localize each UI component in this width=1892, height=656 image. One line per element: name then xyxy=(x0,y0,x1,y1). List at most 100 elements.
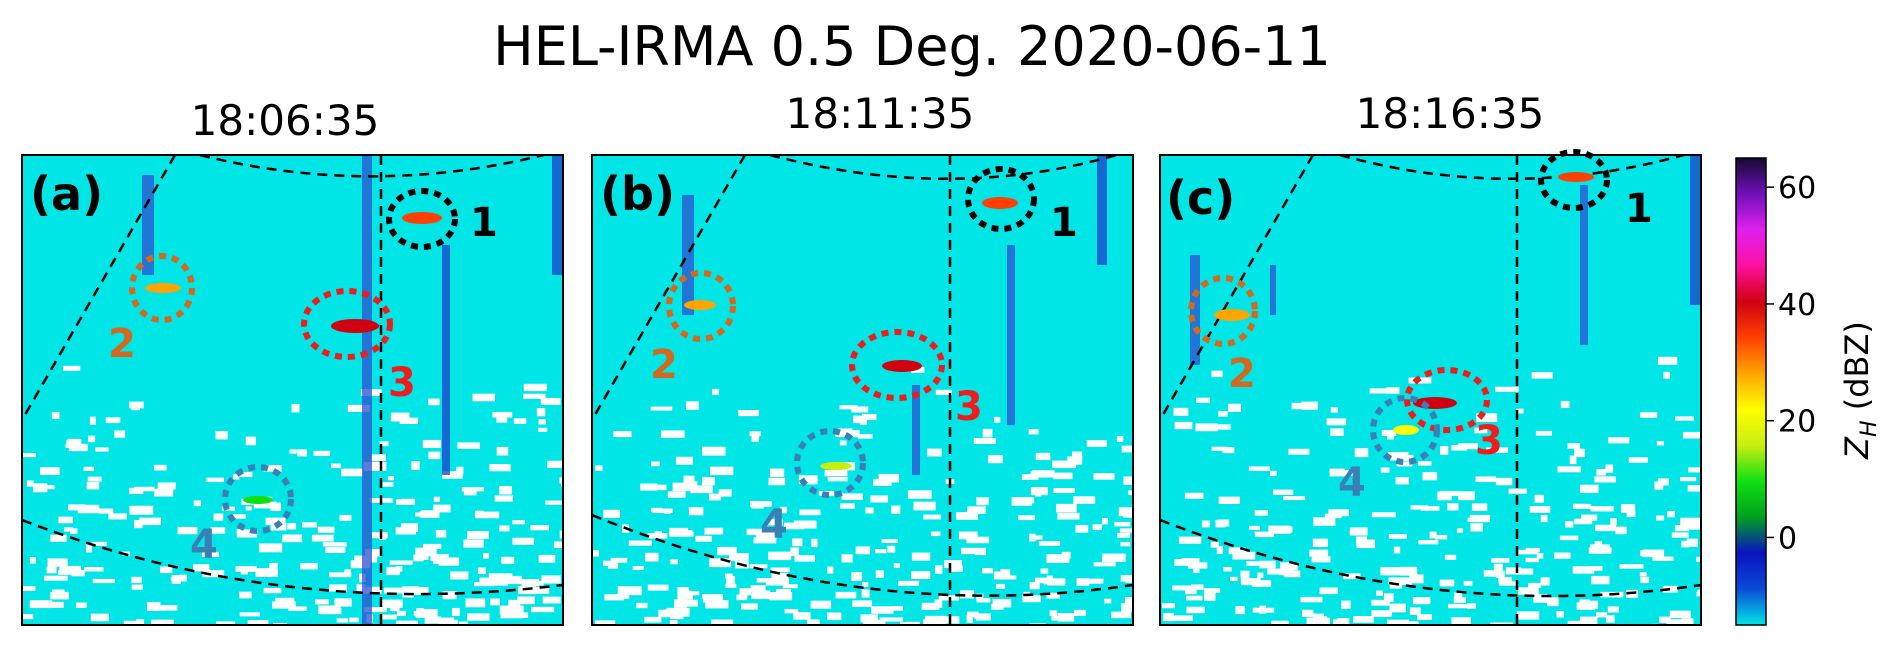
clutter-cell xyxy=(710,466,734,476)
panel-a-range-ring-inner xyxy=(22,518,563,596)
clutter-cell xyxy=(861,589,870,598)
clutter-cell xyxy=(288,606,307,611)
panel-b-marker-1-circle xyxy=(965,166,1037,232)
panel-b-marker-4-label: 4 xyxy=(760,502,788,548)
clutter-cell xyxy=(330,463,341,469)
clutter-cell xyxy=(1053,488,1075,494)
clutter-cell xyxy=(467,613,490,621)
clutter-cell xyxy=(108,513,127,520)
clutter-cell xyxy=(1124,597,1133,605)
clutter-cell xyxy=(1195,423,1218,432)
colorbar-ticks: 60 40 20 0 xyxy=(1766,171,1816,556)
clutter-cell xyxy=(415,547,433,556)
clutter-cell xyxy=(1185,589,1197,595)
clutter-cell xyxy=(702,594,723,599)
clutter-cell xyxy=(402,586,419,591)
clutter-cell xyxy=(1418,540,1439,545)
clutter-cell xyxy=(1409,607,1421,615)
clutter-cell xyxy=(1640,412,1658,418)
clutter-cell xyxy=(667,491,686,498)
clutter-cell xyxy=(438,619,458,625)
clutter-cell xyxy=(247,619,269,625)
clutter-cell xyxy=(769,468,785,478)
clutter-cell xyxy=(595,465,603,471)
clutter-cell xyxy=(89,416,96,425)
clutter-cell xyxy=(782,584,798,589)
clutter-cell xyxy=(1371,599,1390,606)
clutter-cell xyxy=(131,403,140,411)
panel-a-echo-4 xyxy=(243,496,273,504)
clutter-cell xyxy=(951,565,963,572)
clutter-cell xyxy=(974,547,987,556)
clutter-cell xyxy=(1626,510,1636,518)
panel-c-range-ring-inner xyxy=(1160,518,1701,598)
clutter-cell xyxy=(592,550,599,557)
clutter-cell xyxy=(702,596,723,603)
clutter-cell xyxy=(1349,527,1368,536)
clutter-cell xyxy=(944,560,962,568)
clutter-cell xyxy=(865,507,874,514)
clutter-cell xyxy=(1268,525,1291,534)
clutter-cell xyxy=(1610,518,1617,526)
clutter-cell xyxy=(617,586,642,596)
clutter-cell xyxy=(291,403,300,413)
clutter-cell xyxy=(1596,468,1606,476)
clutter-cell xyxy=(139,517,161,526)
clutter-cell xyxy=(1628,457,1648,463)
clutter-cell xyxy=(499,605,524,615)
clutter-cell xyxy=(997,575,1017,580)
clutter-cell xyxy=(1422,471,1438,481)
clutter-cell xyxy=(1595,524,1617,532)
panel-c-time: 18:16:35 xyxy=(1356,89,1545,138)
clutter-cell xyxy=(1121,445,1133,453)
clutter-cell xyxy=(213,513,224,521)
colorbar-label-main: Z xyxy=(1838,436,1876,460)
clutter-cell xyxy=(726,575,735,584)
clutter-cell xyxy=(1572,566,1595,574)
clutter-cell xyxy=(738,410,759,417)
clutter-cell xyxy=(851,406,869,413)
clutter-cell xyxy=(1663,371,1670,379)
clutter-cell xyxy=(458,621,468,625)
panel-c-marker-4-label: 4 xyxy=(1338,460,1366,506)
clutter-cell xyxy=(887,545,896,553)
clutter-cell xyxy=(523,393,546,399)
clutter-cell xyxy=(1533,593,1548,603)
clutter-cell xyxy=(442,471,463,479)
clutter-cell xyxy=(810,600,832,609)
clutter-cell xyxy=(1454,592,1463,598)
clutter-cell xyxy=(827,566,834,574)
clutter-cell xyxy=(33,483,48,493)
clutter-cell xyxy=(1102,517,1109,525)
clutter-cell xyxy=(206,477,224,483)
colorbar-label-unit: (dBZ) xyxy=(1838,321,1876,420)
clutter-cell xyxy=(1516,549,1539,555)
clutter-cell xyxy=(1399,566,1418,576)
clutter-cell xyxy=(215,430,228,440)
clutter-cell xyxy=(450,571,469,580)
clutter-cell xyxy=(650,406,673,411)
colorbar-label-sub: H xyxy=(1857,420,1882,437)
clutter-cell xyxy=(129,487,144,494)
clutter-cell xyxy=(892,605,904,611)
clutter-cell xyxy=(39,467,60,475)
clutter-cell xyxy=(329,572,352,578)
clutter-cell xyxy=(236,529,258,538)
clutter-cell xyxy=(1696,556,1701,562)
clutter-cell xyxy=(768,551,792,561)
clutter-cell xyxy=(1319,587,1338,595)
clutter-cell xyxy=(1049,610,1058,617)
panel-a-marker-3-label: 3 xyxy=(388,360,416,406)
panel-b-marker-4-circle xyxy=(794,428,866,498)
radar-streak xyxy=(682,195,694,315)
clutter-cell xyxy=(489,463,511,472)
clutter-cell xyxy=(976,593,984,602)
clutter-cell xyxy=(644,616,662,623)
clutter-cell xyxy=(1174,558,1189,566)
clutter-cell xyxy=(46,566,57,574)
clutter-cell xyxy=(396,620,418,625)
clutter-cell xyxy=(1218,496,1240,504)
clutter-cell xyxy=(86,482,100,490)
clutter-cell xyxy=(1330,428,1344,436)
clutter-cell xyxy=(875,549,887,554)
